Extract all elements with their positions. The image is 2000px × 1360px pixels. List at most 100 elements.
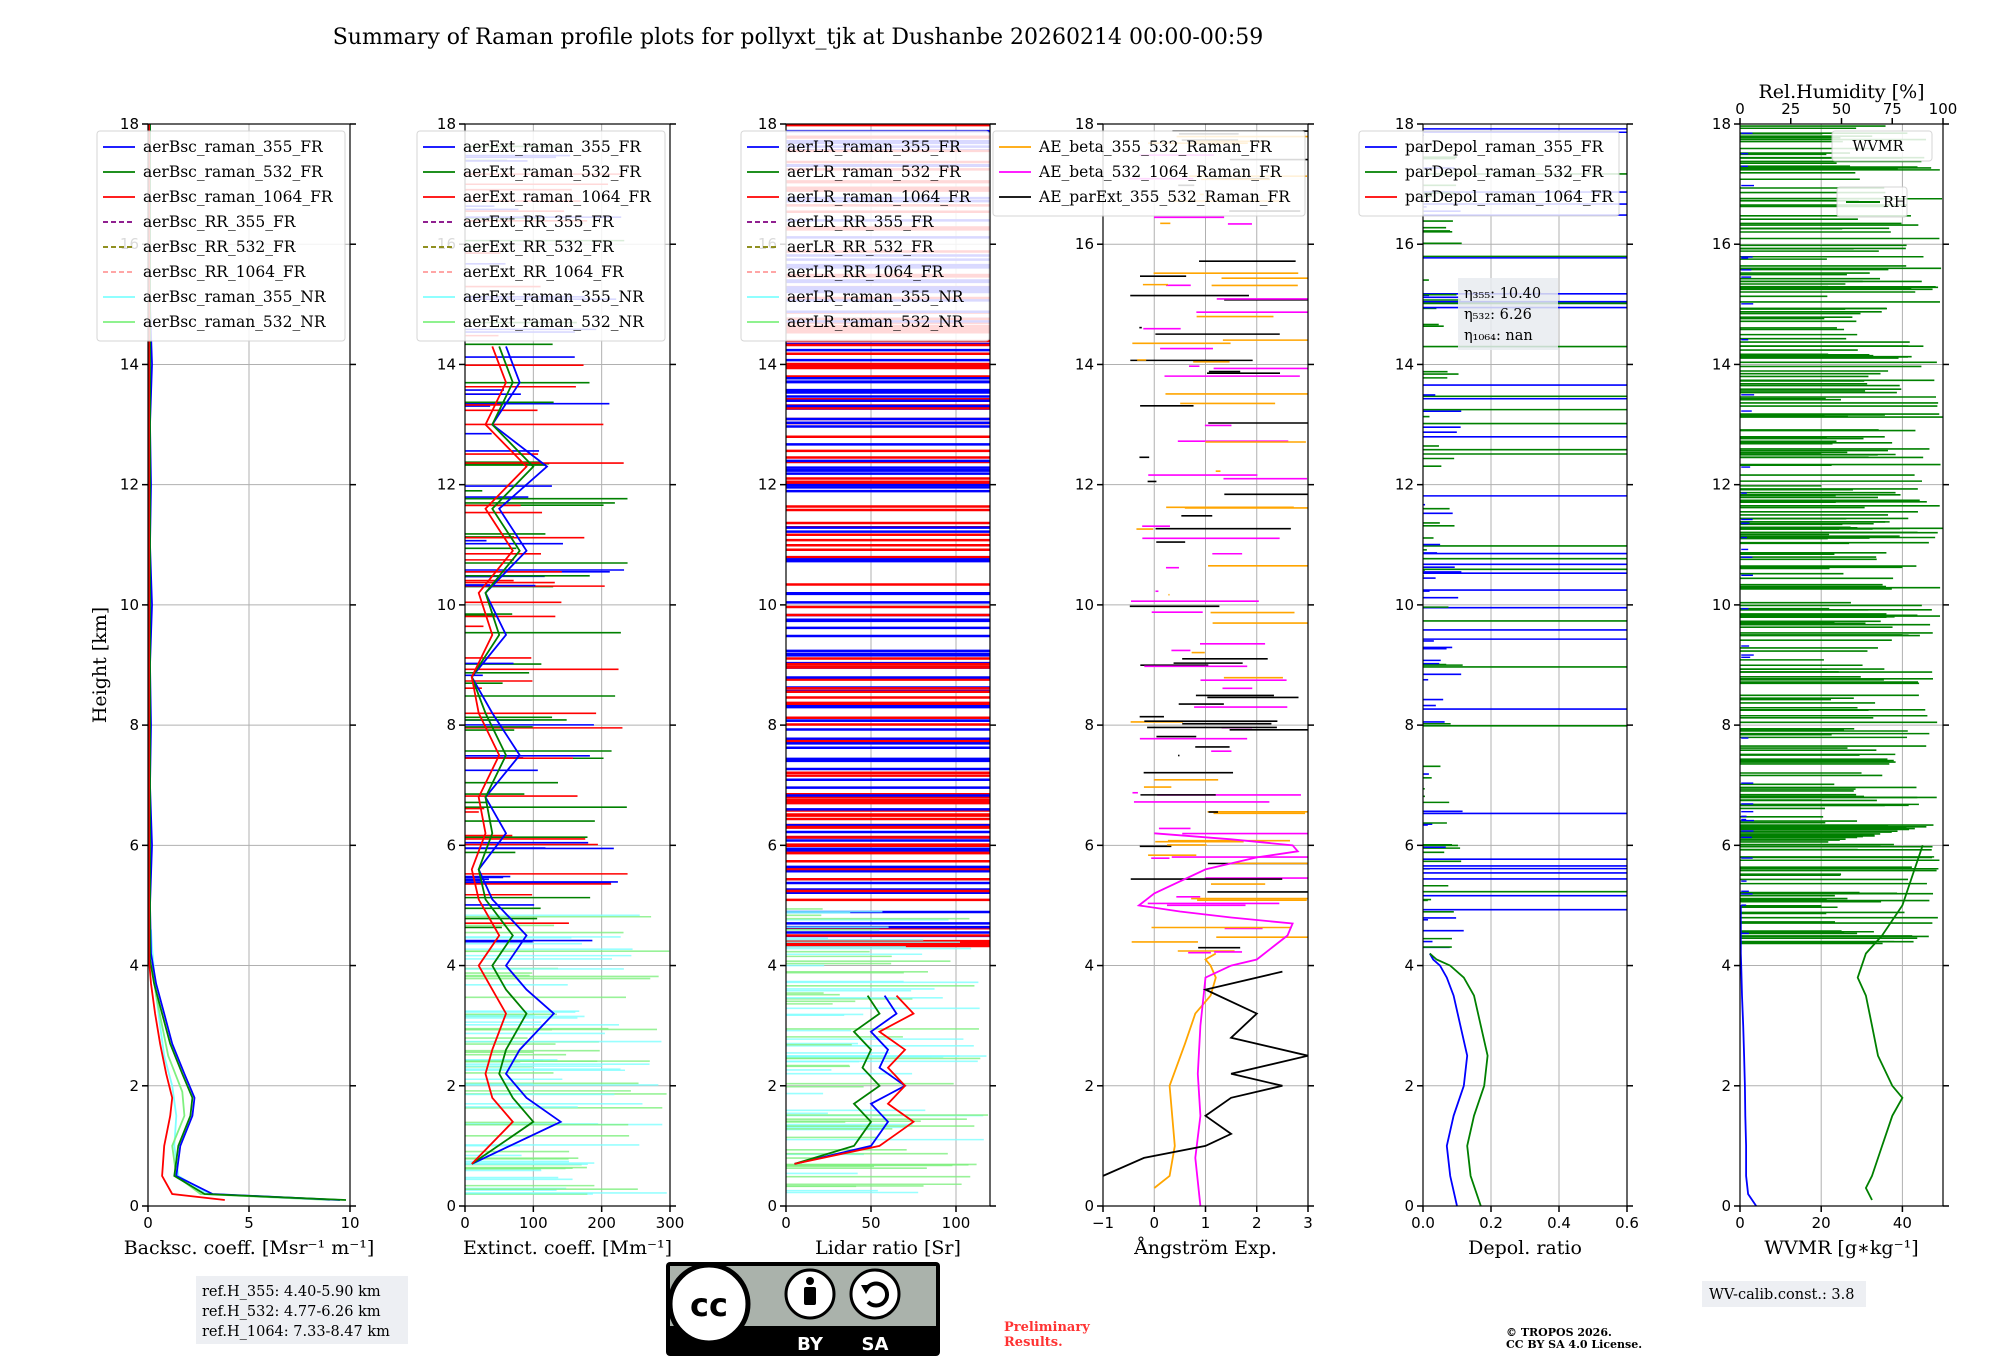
- wv-calibration-box: WV-calib.const.: 3.8: [1702, 1281, 1866, 1307]
- y-tick-label: 14: [758, 355, 777, 373]
- y-tick-label: 14: [1075, 355, 1094, 373]
- y-tick-label: 2: [767, 1077, 777, 1095]
- top-x-tick-label: 25: [1781, 100, 1800, 118]
- legend-label: RH: [1883, 195, 1907, 211]
- y-tick-label: 4: [446, 957, 456, 975]
- series-RH: [1856, 845, 1924, 1201]
- legend-label: aerBsc_RR_355_FR: [143, 213, 297, 231]
- legend: AE_beta_355_532_Raman_FR AE_beta_532_1064…: [992, 130, 1306, 217]
- series-parDepol_raman_355_FR: [1429, 953, 1469, 1206]
- axes-frame: [464, 123, 671, 1207]
- y-tick-label: 8: [446, 716, 456, 734]
- series-AE_beta_532_1064_Raman_FR: [1136, 832, 1300, 1206]
- legend: WVMR RH: [1831, 130, 1933, 218]
- y-tick-label: 18: [437, 115, 456, 133]
- x-tick-label: 0: [1735, 1214, 1745, 1232]
- legend-label: aerExt_raman_355_FR: [463, 138, 642, 156]
- x-tick-label: 0.0: [1411, 1214, 1435, 1232]
- eta-1064: η₁₀₆₄: nan: [1464, 328, 1533, 344]
- panel-backscatter: 0246810121416180510Backsc. coeff. [Msr⁻¹…: [89, 115, 374, 1259]
- series-aerLR_raman_532_FR: [794, 995, 881, 1165]
- panel-depolarization: 0 2 4 6 8 10 12 14 16 18 0.0 0.2 0.4 0.6 Depol. ratio p…: [1358, 115, 1639, 1259]
- y-tick-label: 12: [1075, 476, 1094, 494]
- legend-label: aerBsc_RR_532_FR: [143, 238, 297, 256]
- y-tick-label: 6: [129, 836, 139, 854]
- legend-label: aerBsc_raman_532_FR: [143, 163, 324, 181]
- top-axis-title: Rel.Humidity [%]: [1758, 81, 1924, 103]
- y-tick-label: 16: [1395, 235, 1414, 253]
- y-tick-label: 8: [767, 716, 777, 734]
- copyright-line-1: © TROPOS 2026.: [1506, 1326, 1612, 1339]
- top-x-tick-label: 100: [1929, 100, 1958, 118]
- series-aerBsc_raman_1064_FR: [148, 124, 225, 1201]
- y-tick-label: 0: [1404, 1197, 1414, 1215]
- y-tick-label: 10: [1395, 596, 1414, 614]
- plot-area: [1740, 125, 1943, 1206]
- x-tick-label: 0.6: [1615, 1214, 1639, 1232]
- y-axis-label: Height [km]: [89, 607, 111, 723]
- y-tick-label: 8: [129, 716, 139, 734]
- legend-label: aerBsc_raman_355_FR: [143, 138, 324, 156]
- share-alike-icon: [849, 1268, 901, 1320]
- plot-area: [1103, 130, 1308, 1206]
- legend-label: aerLR_RR_355_FR: [787, 213, 935, 231]
- x-tick-label: 0: [143, 1214, 153, 1232]
- y-tick-label: 0: [129, 1197, 139, 1215]
- x-tick-label: −1: [1092, 1214, 1114, 1232]
- legend-label: aerLR_raman_532_FR: [787, 163, 962, 181]
- y-tick-label: 18: [120, 115, 139, 133]
- x-tick-label: 40: [1893, 1214, 1912, 1232]
- legend-label: parDepol_raman_1064_FR: [1405, 188, 1614, 206]
- y-tick-label: 0: [1721, 1197, 1731, 1215]
- legend-label: AE_beta_532_1064_Raman_FR: [1038, 163, 1283, 181]
- y-tick-label: 16: [1712, 235, 1731, 253]
- x-axis-label: Backsc. coeff. [Msr⁻¹ m⁻¹]: [124, 1237, 375, 1259]
- series-AE_parExt_355_532_Raman_FR: [1103, 970, 1308, 1177]
- series-aerLR_raman_1064_FR: [794, 994, 916, 1165]
- ref-height-1064: ref.H_1064: 7.33-8.47 km: [202, 1324, 390, 1340]
- y-tick-label: 12: [120, 476, 139, 494]
- y-tick-label: 12: [437, 476, 456, 494]
- series-aerExt_raman_1064_FR: [470, 346, 528, 1165]
- y-tick-label: 14: [1712, 355, 1731, 373]
- cc-sa-label: SA: [862, 1334, 889, 1355]
- series-aerExt_raman_532_FR: [470, 346, 535, 1165]
- y-tick-label: 0: [1084, 1197, 1094, 1215]
- y-tick-label: 12: [1395, 476, 1414, 494]
- y-tick-label: 18: [758, 115, 777, 133]
- series-aerLR_raman_355_FR: [794, 995, 907, 1165]
- y-tick-label: 4: [1084, 957, 1094, 975]
- y-tick-label: 8: [1084, 716, 1094, 734]
- series-WVMR: [1740, 905, 1757, 1206]
- x-tick-label: 5: [244, 1214, 254, 1232]
- y-tick-label: 4: [1721, 957, 1731, 975]
- x-tick-label: 1: [1201, 1214, 1211, 1232]
- y-tick-label: 2: [1084, 1077, 1094, 1095]
- y-tick-label: 6: [1721, 836, 1731, 854]
- legend: aerBsc_raman_355_FR aerBsc_raman_532_FRae…: [96, 130, 346, 342]
- x-tick-label: 50: [861, 1214, 880, 1232]
- y-tick-label: 12: [758, 476, 777, 494]
- legend-label: aerBsc_raman_532_NR: [143, 313, 327, 331]
- y-tick-label: 6: [1084, 836, 1094, 854]
- x-tick-label: 0: [460, 1214, 470, 1232]
- legend-label: AE_parExt_355_532_Raman_FR: [1038, 188, 1291, 206]
- y-tick-label: 14: [437, 355, 456, 373]
- y-tick-label: 6: [446, 836, 456, 854]
- y-tick-label: 10: [120, 596, 139, 614]
- legend-label: AE_beta_355_532_Raman_FR: [1038, 138, 1273, 156]
- legend-label: aerBsc_raman_355_NR: [143, 288, 327, 306]
- y-tick-label: 6: [767, 836, 777, 854]
- y-tick-label: 10: [1075, 596, 1094, 614]
- legend-label: aerExt_raman_532_FR: [463, 163, 642, 181]
- eta-box: η₃₅₅: 10.40 η₅₃₂: 6.26 η₁₀₆₄: nan: [1458, 278, 1558, 350]
- y-tick-label: 18: [1712, 115, 1731, 133]
- x-tick-label: 0.2: [1479, 1214, 1503, 1232]
- y-tick-label: 4: [1404, 957, 1414, 975]
- legend-label: aerExt_RR_1064_FR: [463, 263, 625, 281]
- y-tick-label: 4: [767, 957, 777, 975]
- preliminary-label-1: Preliminary: [1004, 1320, 1090, 1335]
- legend-label: parDepol_raman_532_FR: [1405, 163, 1605, 181]
- series-parDepol_raman_532_FR: [1429, 952, 1489, 1206]
